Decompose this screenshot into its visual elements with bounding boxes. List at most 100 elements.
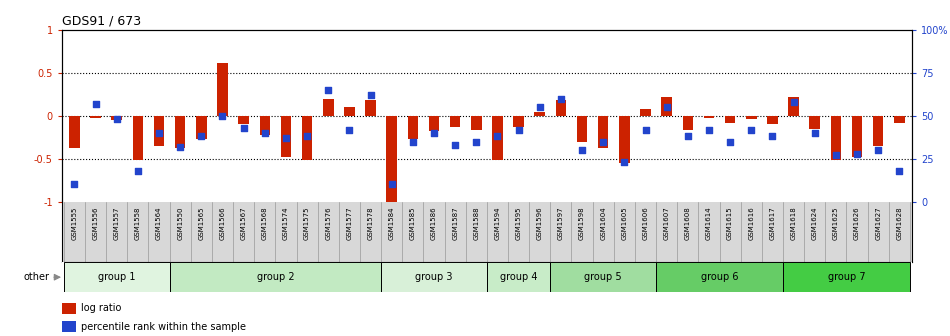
Bar: [783, 262, 910, 292]
Text: GSM1604: GSM1604: [600, 206, 606, 240]
Text: GSM1575: GSM1575: [304, 206, 310, 240]
Text: GSM1564: GSM1564: [156, 206, 162, 240]
Bar: [64, 262, 170, 292]
Point: [828, 153, 844, 158]
Point: [109, 117, 124, 122]
Text: GSM1556: GSM1556: [92, 206, 99, 240]
Bar: [577, 116, 587, 142]
Bar: [175, 116, 185, 149]
Text: GSM1578: GSM1578: [368, 206, 373, 240]
Point: [342, 127, 357, 132]
Text: group 3: group 3: [415, 272, 453, 282]
Text: GSM1598: GSM1598: [580, 206, 585, 240]
Bar: [170, 262, 381, 292]
Text: group 7: group 7: [827, 272, 865, 282]
Bar: [486, 262, 550, 292]
Point: [321, 88, 336, 93]
Bar: [259, 116, 270, 135]
Text: GSM1615: GSM1615: [727, 206, 733, 240]
Point: [744, 127, 759, 132]
Bar: [344, 108, 354, 116]
Text: GSM1608: GSM1608: [685, 206, 691, 240]
Bar: [550, 262, 656, 292]
Text: GSM1596: GSM1596: [537, 206, 542, 240]
Text: GSM1626: GSM1626: [854, 206, 860, 240]
Text: GSM1566: GSM1566: [219, 206, 225, 240]
Bar: [725, 116, 735, 123]
Bar: [830, 116, 841, 161]
Text: GSM1594: GSM1594: [494, 206, 501, 240]
Bar: [788, 97, 799, 116]
Text: GSM1587: GSM1587: [452, 206, 458, 240]
Point: [637, 127, 653, 132]
Point: [849, 151, 865, 156]
Text: group 2: group 2: [256, 272, 294, 282]
Text: percentile rank within the sample: percentile rank within the sample: [81, 322, 246, 332]
Bar: [62, 303, 76, 314]
Bar: [535, 112, 545, 116]
Text: GSM1595: GSM1595: [516, 206, 522, 240]
Point: [511, 127, 526, 132]
Text: GSM1607: GSM1607: [664, 206, 670, 240]
Bar: [556, 100, 566, 116]
Bar: [767, 116, 778, 125]
Point: [575, 148, 590, 153]
Bar: [428, 116, 439, 131]
Text: GSM1565: GSM1565: [199, 206, 204, 240]
Point: [596, 139, 611, 144]
Text: GSM1576: GSM1576: [325, 206, 332, 240]
Bar: [852, 116, 863, 157]
Bar: [154, 116, 164, 146]
Text: group 4: group 4: [500, 272, 538, 282]
Point: [406, 139, 421, 144]
Text: GSM1597: GSM1597: [558, 206, 564, 240]
Text: GSM1627: GSM1627: [875, 206, 882, 240]
Point: [151, 130, 166, 136]
Text: GSM1625: GSM1625: [833, 206, 839, 240]
Text: GSM1584: GSM1584: [389, 206, 394, 240]
Bar: [302, 116, 313, 160]
Bar: [111, 116, 122, 120]
Bar: [894, 116, 904, 123]
Point: [680, 134, 695, 139]
Text: GSM1567: GSM1567: [240, 206, 247, 240]
Point: [617, 160, 632, 165]
Text: GSM1605: GSM1605: [621, 206, 627, 240]
Text: group 5: group 5: [584, 272, 622, 282]
Point: [468, 139, 484, 144]
Point: [532, 105, 547, 110]
Point: [870, 148, 885, 153]
Bar: [238, 116, 249, 125]
Bar: [196, 116, 207, 139]
Text: GSM1586: GSM1586: [431, 206, 437, 240]
Point: [194, 134, 209, 139]
Text: GSM1624: GSM1624: [811, 206, 818, 240]
Point: [786, 99, 801, 105]
Bar: [704, 116, 714, 119]
Text: GSM1557: GSM1557: [114, 206, 120, 240]
Point: [88, 101, 104, 107]
Bar: [513, 116, 523, 127]
Point: [384, 182, 399, 187]
Text: GSM1606: GSM1606: [642, 206, 649, 240]
Text: GSM1574: GSM1574: [283, 206, 289, 240]
Bar: [90, 116, 101, 119]
Text: GSM1616: GSM1616: [749, 206, 754, 240]
Bar: [62, 321, 76, 332]
Text: other: other: [23, 272, 49, 282]
Bar: [408, 116, 418, 139]
Point: [808, 130, 823, 136]
Point: [447, 142, 463, 148]
Point: [553, 96, 568, 101]
Text: GSM1588: GSM1588: [473, 206, 480, 240]
Point: [701, 127, 716, 132]
Bar: [133, 116, 143, 161]
Point: [299, 134, 314, 139]
Text: log ratio: log ratio: [81, 303, 122, 313]
Bar: [682, 116, 694, 130]
Point: [257, 130, 273, 136]
Bar: [323, 99, 333, 116]
Bar: [280, 116, 292, 157]
Bar: [809, 116, 820, 129]
Point: [723, 139, 738, 144]
